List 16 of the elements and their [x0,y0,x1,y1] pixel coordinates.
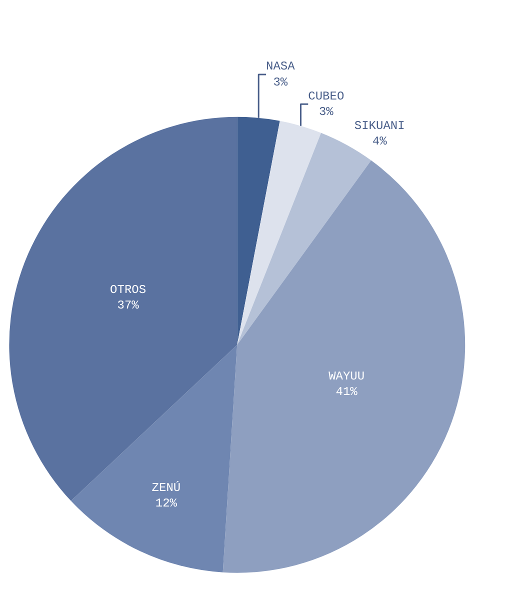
data-label: 3% [273,75,288,90]
data-label: 41% [336,385,358,400]
slice-label: OTROS [110,282,146,297]
pie-slice [237,132,372,345]
slice-label: NASA [266,60,296,74]
data-label: 3% [318,104,334,119]
slice-label: SIKUANI [354,118,405,133]
slice-label: ZENÚ [152,480,181,495]
data-label: 12% [155,496,178,510]
pie-slice [222,160,465,572]
slice-label: WAYUU [328,369,365,384]
pie-slice [70,344,238,572]
slice-label: CUBEO [308,89,344,104]
pie-slice [237,120,322,345]
data-label: 37% [117,298,140,312]
data-label: 4% [372,134,388,149]
